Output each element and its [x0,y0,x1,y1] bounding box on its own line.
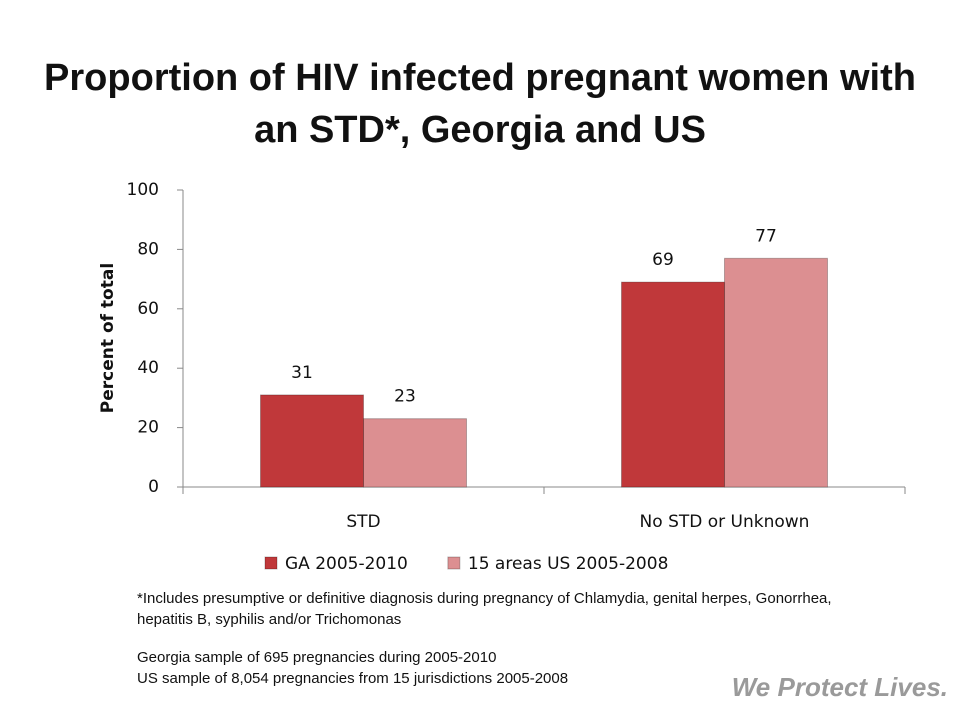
legend-swatch [264,556,278,570]
bar [724,257,828,488]
note: Georgia sample of 695 pregnancies during… [137,649,497,666]
y-tick-label: 100 [127,180,159,200]
footnote: *Includes presumptive or definitive diag… [137,590,832,628]
notes: Georgia sample of 695 pregnancies during… [137,647,568,689]
y-axis-label: Percent of total [98,263,118,413]
brand: We Protect Lives. [731,672,948,702]
note: US sample of 8,054 pregnancies from 15 j… [137,670,569,687]
value-label: 23 [394,387,416,407]
value-label: 31 [291,363,313,383]
value-label: 69 [652,250,674,270]
value-label: 77 [755,226,777,246]
x-tick-label: STD [346,512,380,532]
chart-title: Proportion of HIV infected pregnant wome… [44,57,916,151]
x-tick-label: No STD or Unknown [640,512,810,532]
y-tick-label: 0 [148,477,159,497]
y-tick-label: 40 [137,358,159,378]
bar [260,394,364,488]
y-tick-label: 80 [137,239,159,259]
legend-label: 15 areas US 2005-2008 [468,554,669,574]
legend-swatch [447,556,461,570]
bar [621,281,725,488]
y-tick-label: 20 [137,418,159,438]
y-tick-label: 60 [137,299,159,319]
bar [363,418,467,488]
legend-label: GA 2005-2010 [285,554,408,574]
